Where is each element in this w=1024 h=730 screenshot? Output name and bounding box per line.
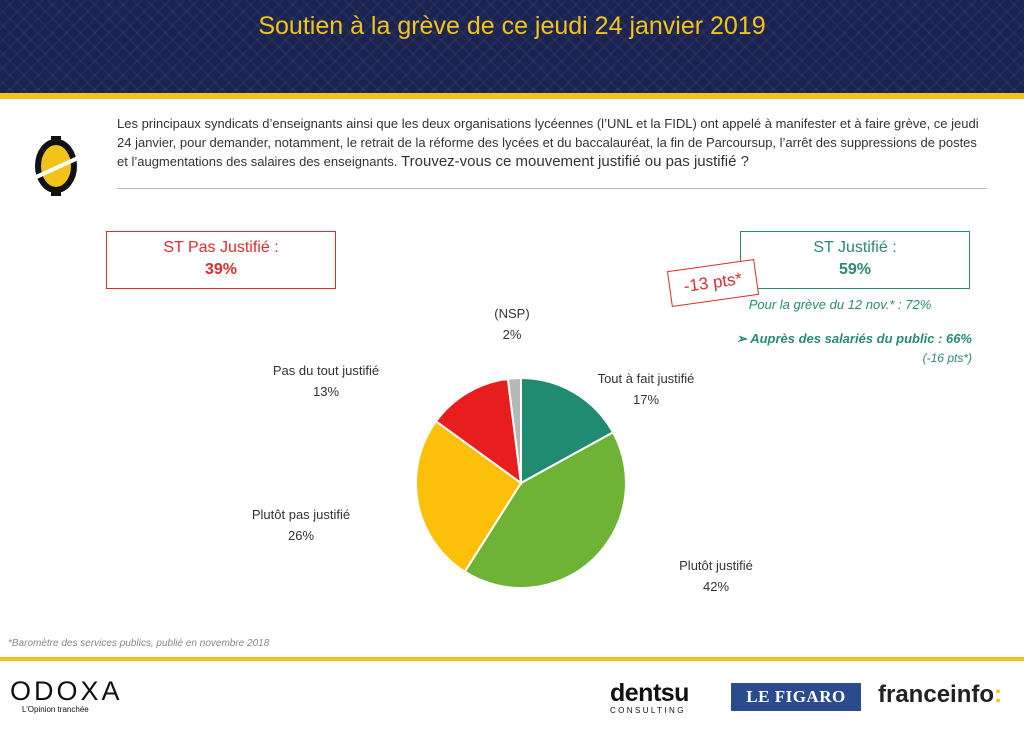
dentsu-logo: dentsu CONSULTING [610,680,706,715]
previous-strike-note: Pour la grève du 12 nov.* : 72% [748,297,932,312]
pie-chart: Tout à fait justifié 17% Plutôt justifié 42… [252,306,753,594]
odoxa-lemon-icon [33,136,79,196]
pie-slice-tout-a-fait-justifie [520,376,615,485]
justified-summary-box: ST Justifié : 59% [740,231,970,289]
footnote: *Baromètre des services publics, publié … [8,638,270,649]
header-accent-bar [0,93,1024,99]
dentsu-logo-name: dentsu [610,679,689,707]
intro-body: Les principaux syndicats d’enseignants a… [117,116,979,169]
intro-text: Les principaux syndicats d’enseignants a… [117,114,987,171]
slice-value-plutot-pas-justifie: 26% [288,528,314,543]
intro-divider [117,188,987,189]
odoxa-logo: ODOXA L’Opinion tranchée [10,676,130,714]
page-title: Soutien à la grève de ce jeudi 24 janvie… [258,12,766,40]
public-employees-note: ➢ Auprès des salariés du public : 66% [736,331,972,346]
public-employees-delta: (-16 pts*) [922,351,972,365]
franceinfo-logo-name: franceinfo [878,681,995,708]
pie-slice-plutot-pas-justifie [415,419,523,574]
dentsu-logo-sub: CONSULTING [610,706,686,715]
odoxa-logo-name: ODOXA [10,676,123,706]
slice-value-nsp: 2% [503,327,522,342]
odoxa-tagline: L’Opinion tranchée [22,705,89,714]
footer-accent-bar [0,657,1024,661]
slice-value-tout-a-fait-justifie: 17% [633,392,659,407]
franceinfo-logo-colon: : [994,681,1003,708]
slice-value-plutot-justifie: 42% [703,579,729,594]
slice-label-tout-a-fait-justifie: Tout à fait justifié [598,371,695,386]
franceinfo-logo: franceinfo: [878,681,1002,709]
pie-slice-plutot-justifie [463,431,627,589]
not-justified-value: 39% [204,261,238,278]
not-justified-label: ST Pas Justifié : [163,239,279,256]
justified-value: 59% [838,261,872,278]
pie-slice-nsp [506,376,522,484]
not-justified-summary-box: ST Pas Justifié : 39% [106,231,336,289]
slice-label-plutot-pas-justifie: Plutôt pas justifié [252,507,350,522]
pie-slice-pas-du-tout-justifie [434,377,523,486]
le-figaro-logo: LE FIGARO [731,683,861,711]
slice-label-pas-du-tout-justifie: Pas du tout justifié [273,363,379,378]
header-banner [0,0,1024,95]
slice-label-nsp: (NSP) [494,306,529,321]
justified-label: ST Justifié : [813,239,897,256]
slice-label-plutot-justifie: Plutôt justifié [679,558,753,573]
slice-value-pas-du-tout-justifie: 13% [313,384,339,399]
survey-question: Trouvez-vous ce mouvement justifié ou pa… [401,153,749,170]
